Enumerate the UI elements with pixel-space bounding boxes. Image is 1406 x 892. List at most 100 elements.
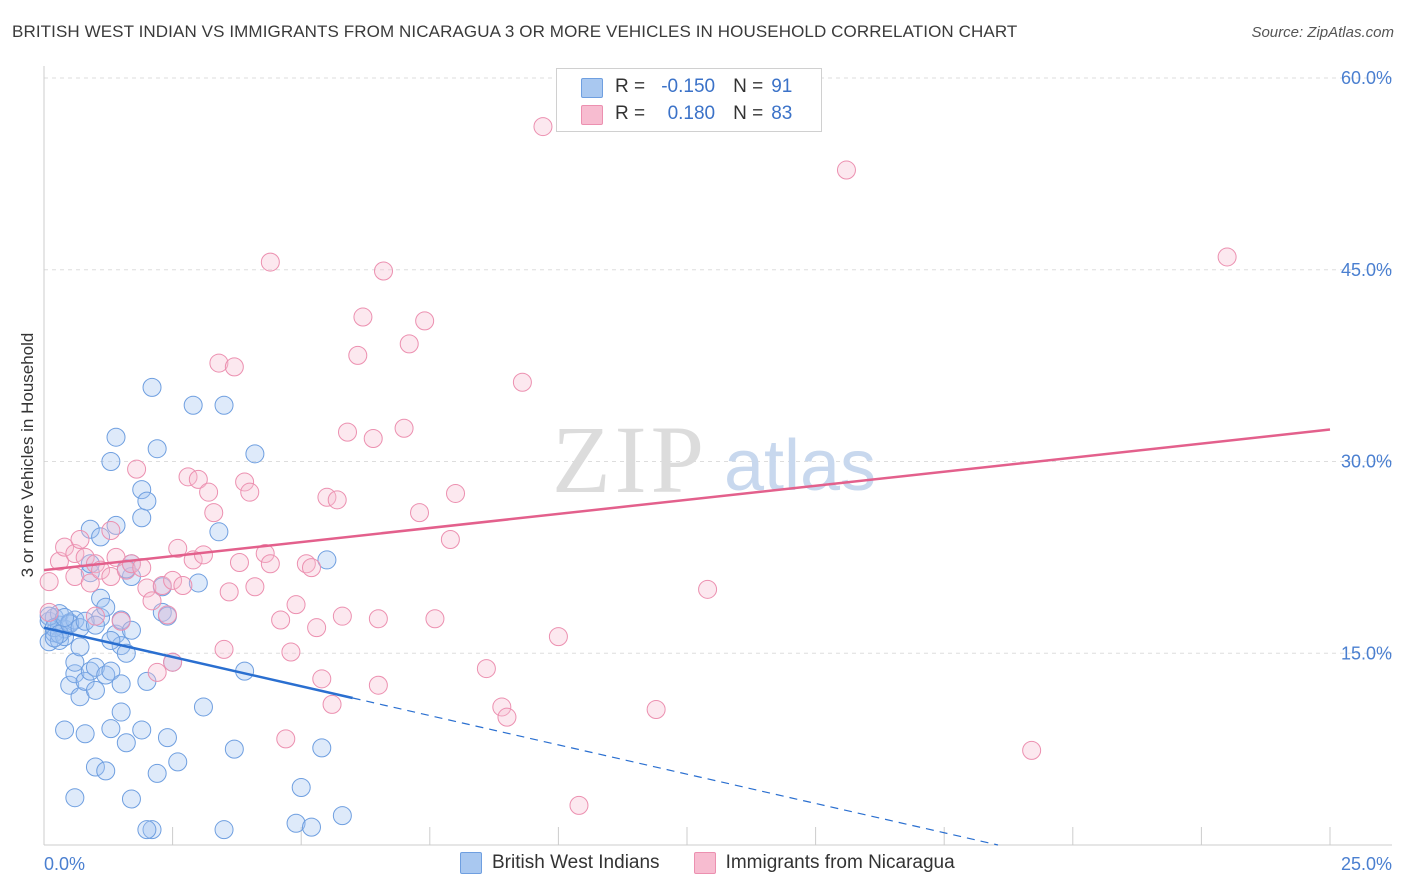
data-point xyxy=(39,572,59,592)
data-point xyxy=(332,606,352,626)
data-point xyxy=(245,577,265,597)
data-point xyxy=(415,311,435,331)
data-point xyxy=(286,813,306,833)
data-point xyxy=(368,675,388,695)
y-axis-label: 3 or more Vehicles in Household xyxy=(18,332,37,578)
data-point xyxy=(101,521,121,541)
data-point xyxy=(301,558,321,578)
data-point xyxy=(548,627,568,647)
data-point xyxy=(476,659,496,679)
data-point xyxy=(363,428,383,448)
data-point xyxy=(260,554,280,574)
data-point xyxy=(85,680,105,700)
data-point xyxy=(132,508,152,528)
data-point xyxy=(65,652,85,672)
source-label: Source: ZipAtlas.com xyxy=(1251,24,1394,41)
legend-swatch-pink xyxy=(693,852,716,874)
data-point xyxy=(255,544,275,564)
data-point xyxy=(219,582,239,602)
data-point xyxy=(260,252,280,272)
data-point xyxy=(49,551,69,571)
data-point xyxy=(374,261,394,281)
data-point xyxy=(193,697,213,717)
data-point xyxy=(168,538,188,558)
watermark-zip: ZIP xyxy=(552,406,708,513)
data-point xyxy=(209,353,229,373)
data-point xyxy=(111,702,131,722)
data-point xyxy=(91,527,111,547)
data-point xyxy=(96,665,116,685)
data-point xyxy=(271,610,291,630)
data-point xyxy=(39,602,59,622)
data-point xyxy=(75,724,95,744)
data-point xyxy=(55,607,75,627)
y-tick-label: 45.0% xyxy=(1341,260,1392,280)
data-point xyxy=(394,418,414,438)
legend-item-immigrants-from-nicaragua: Immigrants from Nicaragua xyxy=(693,852,955,874)
data-point xyxy=(127,459,147,479)
data-point xyxy=(353,307,373,327)
data-point xyxy=(646,699,666,719)
data-point xyxy=(173,575,193,595)
data-point xyxy=(512,372,532,392)
legend-row-1: R = -0.150 N = 91 xyxy=(615,75,792,99)
data-point xyxy=(199,482,219,502)
data-point xyxy=(229,552,249,572)
data-point xyxy=(137,491,157,511)
data-point xyxy=(188,573,208,593)
data-point xyxy=(193,545,213,565)
y-tick-label: 30.0% xyxy=(1341,452,1392,472)
data-point xyxy=(296,554,316,574)
data-point xyxy=(440,529,460,549)
data-point xyxy=(332,806,352,826)
data-point xyxy=(55,537,75,557)
data-points xyxy=(39,117,1237,840)
legend-swatch-blue xyxy=(460,852,482,874)
legend-row-2: R = 0.180 N = 83 xyxy=(615,102,792,126)
data-point xyxy=(245,444,265,464)
data-point xyxy=(106,427,126,447)
data-point xyxy=(168,752,188,772)
data-point xyxy=(214,820,234,840)
data-point xyxy=(497,707,517,727)
data-point xyxy=(425,609,445,629)
series-british-west-indians xyxy=(39,377,352,840)
data-point xyxy=(91,588,111,608)
data-point xyxy=(209,522,229,542)
legend-n-label: N = xyxy=(733,103,764,124)
data-point xyxy=(80,661,100,681)
data-point xyxy=(698,579,718,599)
data-point xyxy=(80,573,100,593)
data-point xyxy=(312,669,332,689)
data-point xyxy=(183,395,203,415)
legend-r-label: R = xyxy=(615,103,646,124)
data-point xyxy=(214,639,234,659)
legend-n-value: 83 xyxy=(771,103,793,124)
data-point xyxy=(137,820,157,840)
data-point xyxy=(348,345,368,365)
data-point xyxy=(101,452,121,471)
tick-labels: 15.0% 30.0% 45.0% 60.0% 0.0% 25.0% xyxy=(44,68,1392,874)
gridlines xyxy=(44,77,1392,654)
legend-r-value: 0.180 xyxy=(667,103,716,124)
data-point xyxy=(317,550,337,570)
data-point xyxy=(204,503,224,523)
data-point xyxy=(152,575,172,595)
data-point xyxy=(291,777,311,797)
data-point xyxy=(39,632,59,652)
data-point xyxy=(116,643,136,663)
data-point xyxy=(96,761,116,781)
data-point xyxy=(286,595,306,615)
data-point xyxy=(137,578,157,598)
data-point xyxy=(337,422,357,442)
data-point xyxy=(327,490,347,510)
y-tick-label: 15.0% xyxy=(1341,643,1392,663)
data-point xyxy=(65,788,85,808)
legend-label: Immigrants from Nicaragua xyxy=(725,852,955,873)
data-point xyxy=(116,733,136,753)
data-point xyxy=(142,591,162,611)
data-point xyxy=(224,357,244,377)
data-point xyxy=(132,720,152,740)
legend-swatch-blue xyxy=(581,78,603,98)
data-point xyxy=(235,472,255,492)
